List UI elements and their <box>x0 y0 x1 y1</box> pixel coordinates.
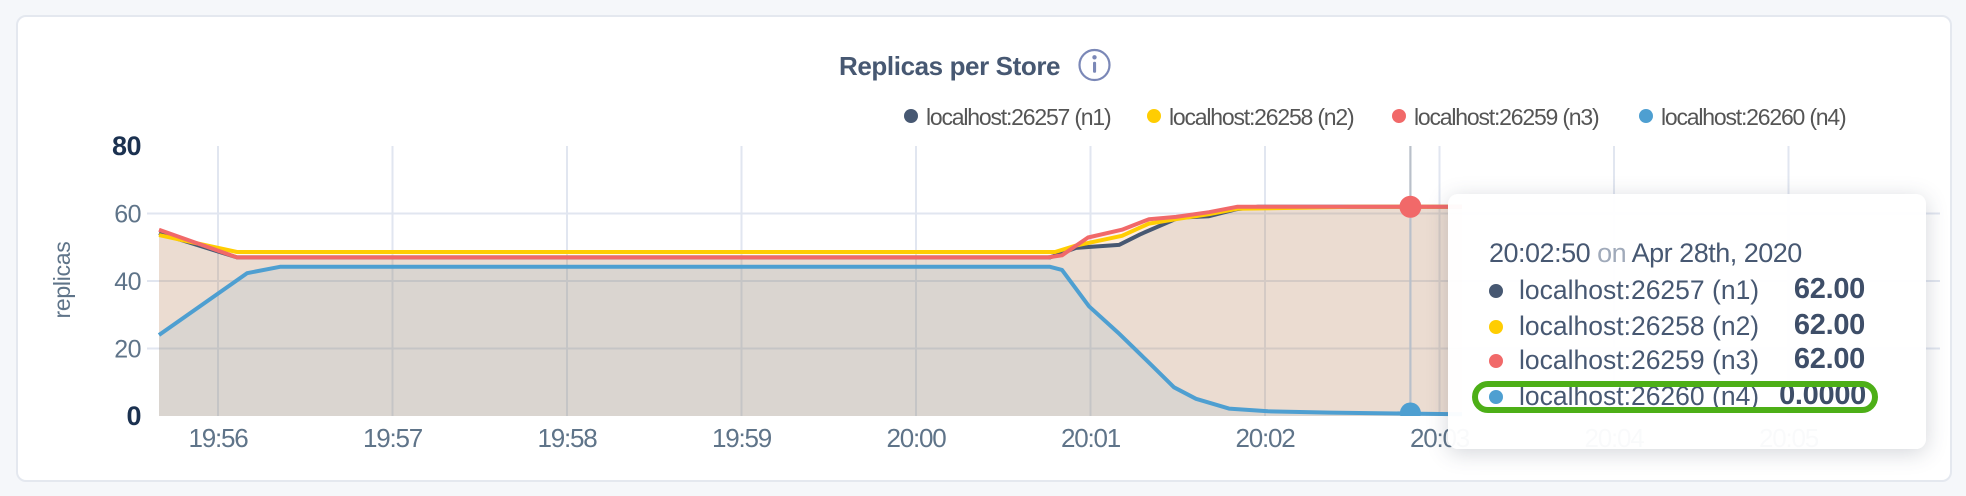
svg-text:20: 20 <box>114 336 141 364</box>
svg-text:replicas: replicas <box>49 242 75 319</box>
svg-text:60: 60 <box>114 201 141 229</box>
svg-text:0: 0 <box>126 401 141 431</box>
svg-text:40: 40 <box>114 268 141 296</box>
svg-text:20:02: 20:02 <box>1235 423 1295 453</box>
svg-text:19:56: 19:56 <box>188 423 248 453</box>
svg-text:19:58: 19:58 <box>537 423 597 453</box>
svg-text:20:01: 20:01 <box>1061 423 1121 453</box>
svg-text:20:00: 20:00 <box>886 423 946 453</box>
svg-text:19:59: 19:59 <box>712 423 772 453</box>
svg-text:80: 80 <box>112 131 141 161</box>
svg-text:19:57: 19:57 <box>363 423 423 453</box>
